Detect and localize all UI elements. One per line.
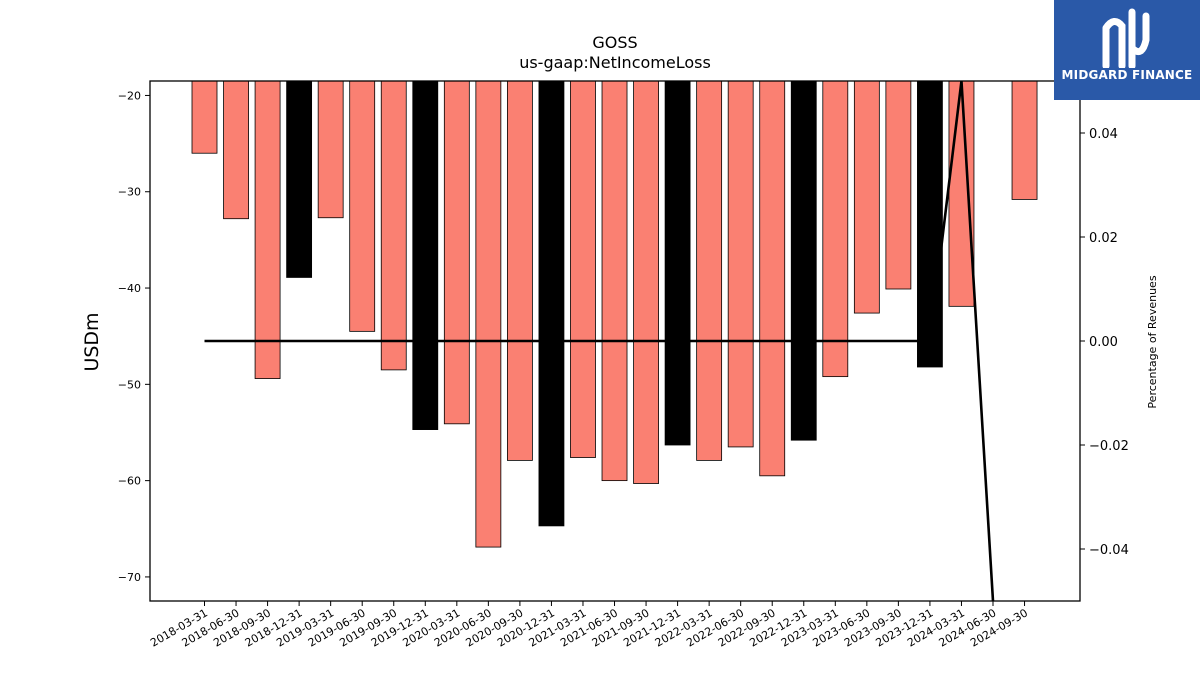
- bar-2021-12-31: [664, 80, 691, 446]
- y-tick-label: −30: [118, 186, 141, 199]
- bar-2018-06-30: [223, 80, 249, 220]
- y2-tick-label: −0.02: [1089, 439, 1129, 454]
- bar-2022-09-30: [759, 80, 786, 477]
- bar-2023-09-30: [885, 80, 912, 290]
- bar-2023-12-31: [917, 80, 943, 368]
- y2-tick-label: 0.02: [1089, 231, 1118, 246]
- logo-mark-icon: [1102, 8, 1150, 68]
- bar-2018-12-31: [286, 80, 313, 278]
- y-ticks: −20 −30 −40 −50 −60 −70: [118, 89, 150, 584]
- bar-2021-06-30: [601, 80, 628, 482]
- y-tick-label: −40: [118, 282, 141, 295]
- ratio-line: [204, 80, 995, 602]
- chart-subtitle: us-gaap:NetIncomeLoss: [519, 53, 711, 72]
- bar-2019-06-30: [349, 80, 376, 332]
- bar-2024-09-30: [1011, 80, 1038, 200]
- bar-2021-09-30: [633, 80, 659, 484]
- bar-2019-12-31: [412, 80, 439, 430]
- y-tick-label: −60: [118, 475, 141, 488]
- bar-2022-06-30: [727, 80, 754, 448]
- y2-tick-label: 0.04: [1089, 127, 1118, 142]
- chart-title: GOSS: [592, 33, 637, 52]
- y2-tick-label: 0.00: [1089, 335, 1118, 350]
- bar-2023-06-30: [853, 80, 880, 314]
- bar-2018-09-30: [254, 80, 281, 379]
- bar-2020-03-31: [443, 80, 470, 425]
- y2-ticks: 0.04 0.02 0.00 −0.02 −0.04: [1080, 127, 1129, 558]
- bar-2023-03-31: [822, 80, 849, 378]
- bar-2020-09-30: [506, 80, 533, 461]
- y-tick-label: −70: [118, 571, 141, 584]
- bars-group: [191, 80, 1038, 548]
- y-tick-label: −20: [118, 89, 141, 102]
- midgard-finance-logo: MIDGARD FINANCE: [1054, 0, 1200, 100]
- y-axis-label: USDm: [81, 312, 103, 371]
- logo-text: MIDGARD FINANCE: [1061, 68, 1193, 82]
- bar-2018-03-31: [191, 80, 218, 154]
- bar-2020-06-30: [475, 80, 502, 548]
- bar-2022-03-31: [696, 80, 723, 461]
- bar-2021-03-31: [570, 80, 596, 458]
- x-ticks: 2018-03-312018-06-302018-09-302018-12-31…: [148, 601, 1030, 650]
- y2-axis-label: Percentage of Revenues: [1146, 275, 1159, 408]
- y2-tick-label: −0.04: [1089, 543, 1129, 558]
- ratio-line-group: [204, 80, 995, 602]
- bar-2022-12-31: [790, 80, 817, 441]
- bar-2019-09-30: [380, 80, 407, 371]
- y-tick-label: −50: [118, 378, 141, 391]
- bar-2019-03-31: [317, 80, 344, 219]
- bar-2020-12-31: [538, 80, 565, 527]
- bar-2024-03-31: [948, 80, 975, 307]
